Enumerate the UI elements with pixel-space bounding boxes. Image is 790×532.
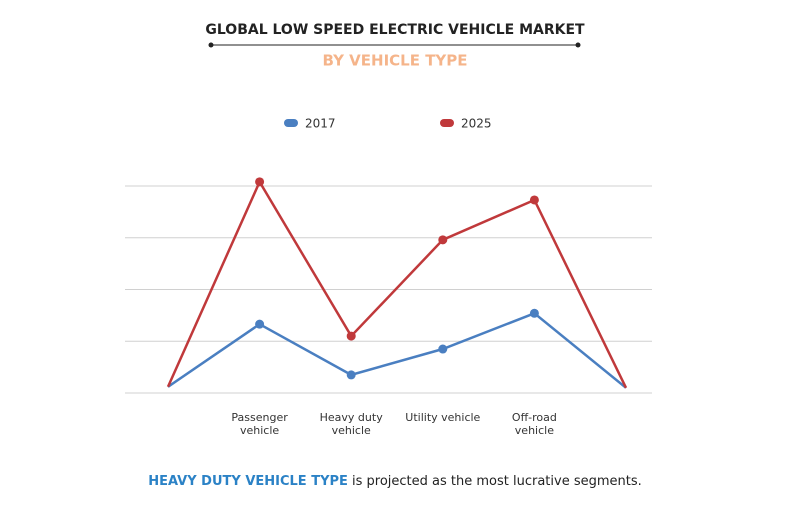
annotation-highlight: HEAVY DUTY VEHICLE TYPE xyxy=(148,474,348,489)
legend-marker xyxy=(440,119,454,127)
chart-title: GLOBAL LOW SPEED ELECTRIC VEHICLE MARKET xyxy=(205,22,585,38)
series-line xyxy=(167,311,627,389)
annotation-text: is projected as the most lucrative segme… xyxy=(348,474,642,489)
legend-label: 2025 xyxy=(461,117,492,131)
rule-dot xyxy=(208,42,214,48)
data-point xyxy=(346,331,356,341)
rule-dot xyxy=(575,42,581,48)
x-tick-label: Heavy duty vehicle xyxy=(319,411,383,437)
data-point xyxy=(346,370,356,380)
data-point xyxy=(438,344,448,354)
legend-label: 2017 xyxy=(305,117,336,131)
series-line xyxy=(166,179,628,389)
x-tick-label: Utility vehicle xyxy=(405,411,481,424)
data-point xyxy=(529,195,539,205)
data-point xyxy=(255,177,265,187)
chart-subtitle: BY VEHICLE TYPE xyxy=(322,52,467,70)
annotation: HEAVY DUTY VEHICLE TYPE is projected as … xyxy=(148,474,642,489)
data-point xyxy=(438,235,448,245)
x-tick-label: Passenger vehicle xyxy=(231,411,288,437)
data-point xyxy=(255,319,265,329)
data-point xyxy=(529,308,539,318)
legend-marker xyxy=(284,119,298,127)
x-tick-label: Off-road vehicle xyxy=(511,411,557,437)
